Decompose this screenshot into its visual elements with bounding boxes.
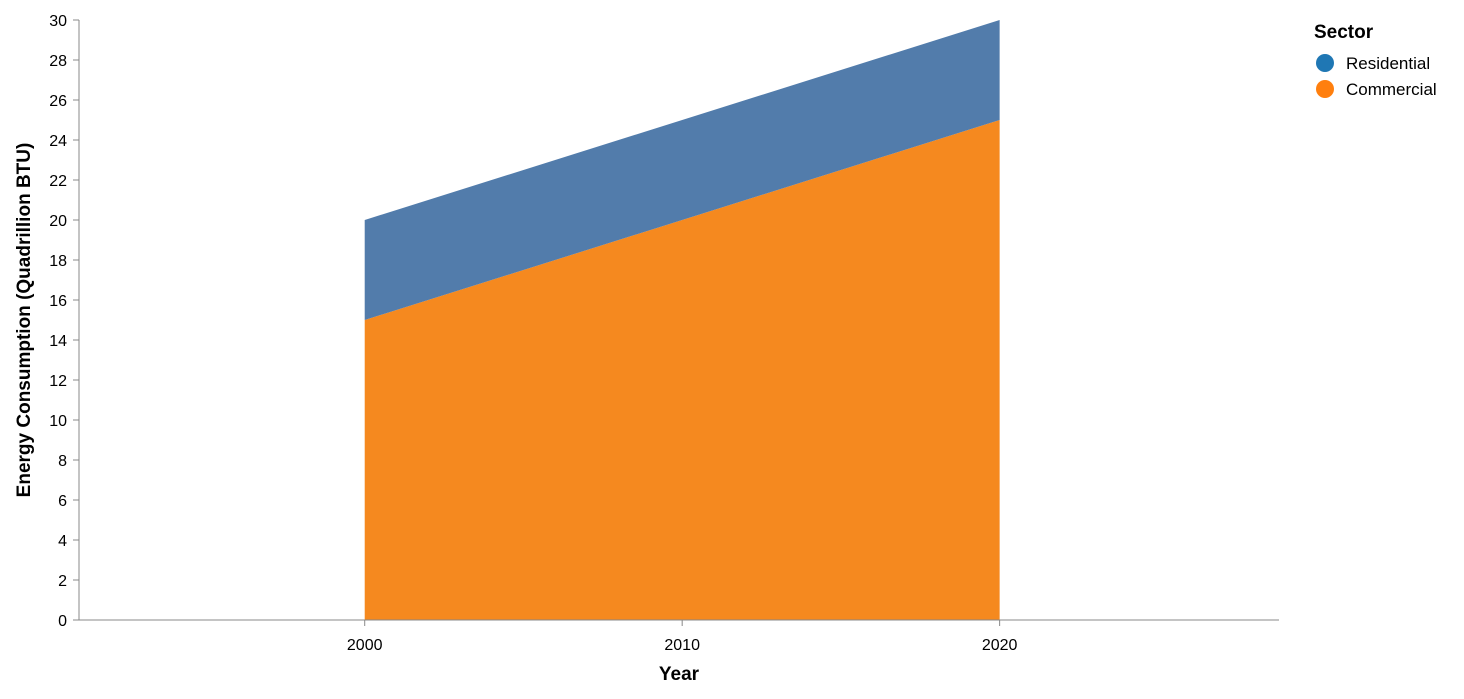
y-tick-label: 10 bbox=[49, 413, 67, 430]
areas-layer bbox=[364, 20, 1000, 620]
y-tick-label: 16 bbox=[49, 293, 67, 310]
legend-symbol-residential bbox=[1316, 54, 1334, 72]
y-tick-label: 2 bbox=[58, 573, 67, 590]
y-tick-label: 20 bbox=[49, 213, 67, 230]
y-tick-label: 4 bbox=[58, 533, 67, 550]
y-tick-label: 8 bbox=[58, 453, 67, 470]
x-tick-label: 2000 bbox=[347, 637, 383, 654]
legend-symbol-commercial bbox=[1316, 80, 1334, 98]
y-tick-label: 24 bbox=[49, 133, 67, 150]
y-tick-label: 22 bbox=[49, 173, 67, 190]
x-axis-title: Year bbox=[659, 664, 700, 685]
y-tick-label: 30 bbox=[49, 13, 67, 30]
y-tick-label: 0 bbox=[58, 613, 67, 630]
y-tick-label: 26 bbox=[49, 93, 67, 110]
y-tick-label: 14 bbox=[49, 333, 67, 350]
area-residential bbox=[364, 20, 1000, 320]
x-tick-label: 2020 bbox=[982, 637, 1018, 654]
y-axis-title: Energy Consumption (Quadrillion BTU) bbox=[14, 143, 35, 498]
x-tick-label: 2010 bbox=[664, 637, 700, 654]
legend-label-residential: Residential bbox=[1346, 54, 1430, 73]
y-tick-label: 12 bbox=[49, 373, 67, 390]
legend: Sector Residential Commercial bbox=[1314, 22, 1437, 99]
y-tick-label: 6 bbox=[58, 493, 67, 510]
legend-items: Residential Commercial bbox=[1316, 54, 1437, 99]
legend-label-commercial: Commercial bbox=[1346, 80, 1437, 99]
area-commercial bbox=[364, 120, 1000, 620]
y-tick-label: 18 bbox=[49, 253, 67, 270]
legend-title: Sector bbox=[1314, 22, 1374, 43]
y-tick-label: 28 bbox=[49, 53, 67, 70]
